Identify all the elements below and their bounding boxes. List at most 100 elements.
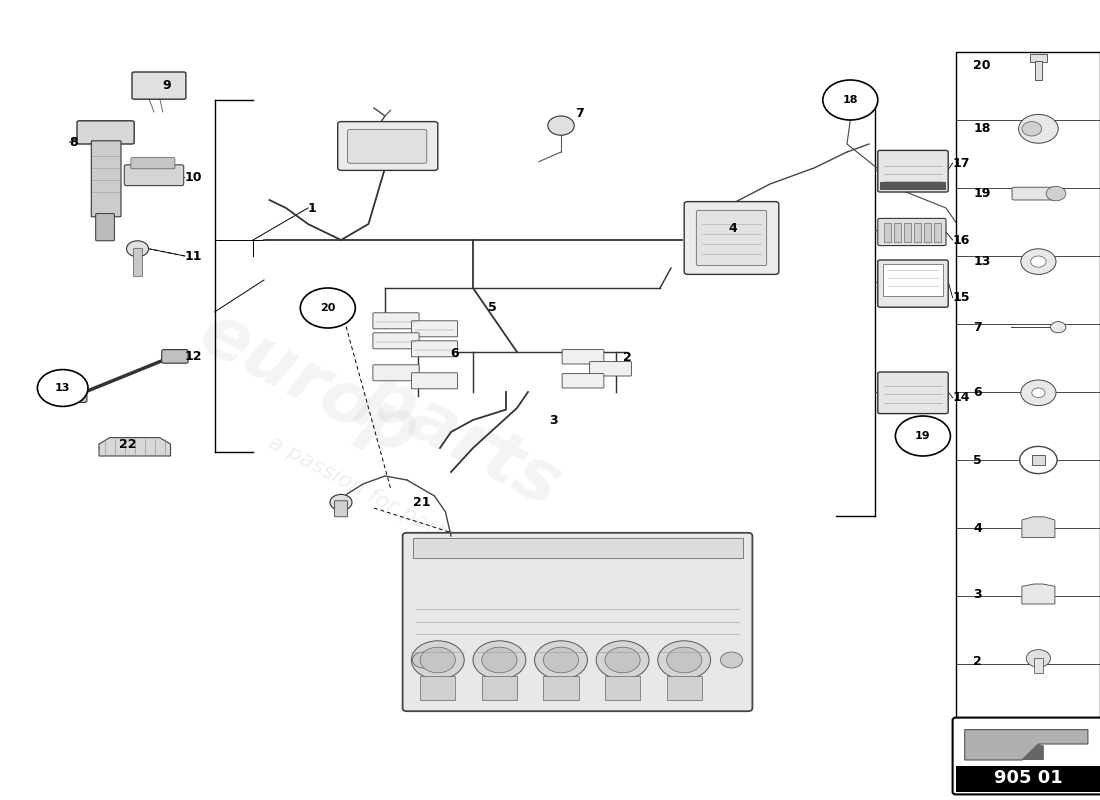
Bar [1032,455,1045,465]
Circle shape [658,641,711,679]
FancyBboxPatch shape [878,218,946,246]
Bar [934,223,940,242]
Text: 17: 17 [953,157,970,170]
Circle shape [1019,114,1058,143]
Bar [667,676,702,700]
Circle shape [605,647,640,673]
Bar [1034,658,1043,673]
FancyBboxPatch shape [124,165,184,186]
Circle shape [1031,256,1046,267]
Text: 6: 6 [450,347,459,360]
FancyBboxPatch shape [684,202,779,274]
Text: 13: 13 [974,255,991,268]
Circle shape [300,288,355,328]
FancyBboxPatch shape [131,158,175,169]
FancyBboxPatch shape [373,365,419,381]
Bar [956,766,1100,792]
FancyBboxPatch shape [411,321,458,337]
Text: 10: 10 [185,171,202,184]
Text: 3: 3 [549,414,558,426]
Text: 19: 19 [974,187,991,200]
FancyBboxPatch shape [878,372,948,414]
Text: 8: 8 [69,136,78,149]
Circle shape [412,652,434,668]
Text: 5: 5 [488,301,497,314]
FancyBboxPatch shape [878,150,948,192]
Circle shape [667,647,702,673]
Circle shape [720,652,742,668]
FancyBboxPatch shape [878,260,948,307]
Polygon shape [1022,517,1055,538]
FancyBboxPatch shape [338,122,438,170]
Bar [543,676,579,700]
FancyBboxPatch shape [373,313,419,329]
Polygon shape [99,438,170,456]
Circle shape [1050,322,1066,333]
FancyBboxPatch shape [1012,187,1056,200]
FancyBboxPatch shape [403,533,752,711]
FancyBboxPatch shape [348,130,427,163]
FancyBboxPatch shape [96,214,114,241]
FancyBboxPatch shape [58,389,87,402]
Circle shape [473,641,526,679]
FancyBboxPatch shape [132,72,186,99]
Text: 20: 20 [974,59,991,72]
FancyBboxPatch shape [334,501,348,517]
Bar [904,223,911,242]
Circle shape [895,416,950,456]
Text: 7: 7 [575,107,584,120]
Bar [883,264,943,296]
FancyBboxPatch shape [162,350,188,363]
Polygon shape [965,730,1088,760]
FancyBboxPatch shape [590,362,631,376]
Bar [1035,61,1042,80]
Bar [880,182,946,190]
Circle shape [420,647,455,673]
Circle shape [823,80,878,120]
Bar [924,223,931,242]
FancyBboxPatch shape [696,210,767,266]
Bar [884,223,891,242]
Bar [956,52,1100,732]
Bar [482,676,517,700]
Circle shape [330,494,352,510]
Circle shape [482,647,517,673]
Bar [1030,54,1047,62]
Text: 11: 11 [185,250,202,262]
Text: 3: 3 [974,588,982,601]
FancyBboxPatch shape [91,141,121,217]
Text: 905 01: 905 01 [993,770,1063,787]
Text: 6: 6 [974,386,982,399]
Polygon shape [1022,584,1055,604]
Text: parts: parts [352,359,572,521]
Circle shape [1020,446,1057,474]
Text: 20: 20 [320,303,336,313]
FancyBboxPatch shape [562,374,604,388]
FancyBboxPatch shape [411,341,458,357]
Text: 4: 4 [728,222,737,234]
FancyBboxPatch shape [373,333,419,349]
Bar [133,248,142,276]
Circle shape [37,370,88,406]
Text: 16: 16 [953,234,970,246]
Circle shape [548,116,574,135]
Circle shape [1021,380,1056,406]
Circle shape [126,241,148,257]
Text: 1: 1 [308,202,317,214]
FancyBboxPatch shape [411,373,458,389]
Text: 2: 2 [974,655,982,668]
Text: a passion for parts since 1985: a passion for parts since 1985 [265,432,571,608]
Text: 21: 21 [412,496,430,509]
Text: 12: 12 [185,350,202,363]
Circle shape [1046,186,1066,201]
Bar [420,676,455,700]
Circle shape [1026,650,1050,667]
Text: 9: 9 [163,79,172,92]
Text: 22: 22 [119,438,136,451]
Bar [605,676,640,700]
Text: 19: 19 [915,431,931,441]
Text: 5: 5 [974,454,982,466]
Text: 18: 18 [974,122,991,135]
Text: 7: 7 [974,321,982,334]
Circle shape [411,641,464,679]
